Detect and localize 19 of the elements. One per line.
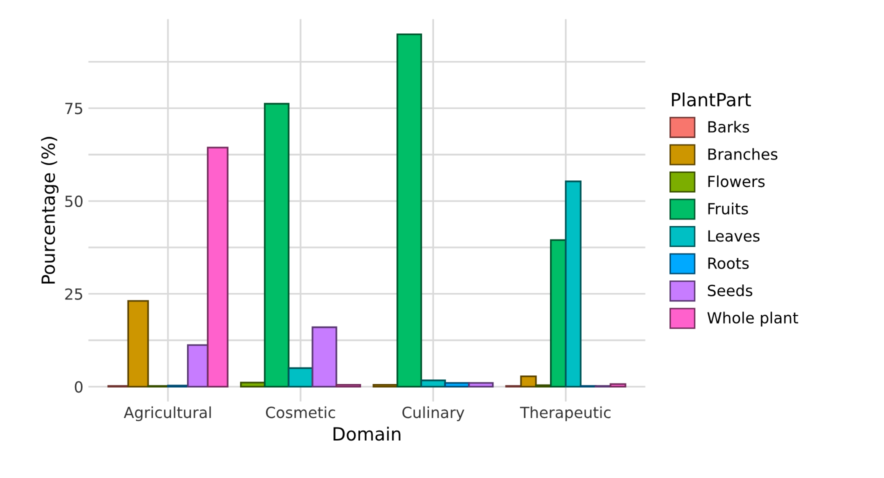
legend-title: PlantPart <box>672 92 751 106</box>
x-tick-label: Agricultural <box>124 406 211 422</box>
legend-label: Seeds <box>708 284 752 296</box>
y-tick-label: 50 <box>65 196 83 208</box>
legend-label: Leaves <box>708 230 760 242</box>
y-tick-label: 25 <box>65 288 82 300</box>
x-axis-title: Domain <box>334 426 400 441</box>
x-tick-label: Therapeutic <box>520 406 611 422</box>
legend-label: Whole plant <box>707 312 798 327</box>
legend-label: Fruits <box>708 202 748 214</box>
x-tick-label: Culinary <box>402 406 464 422</box>
x-tick-label: Cosmetic <box>266 406 336 418</box>
y-tick-label: 75 <box>65 102 82 114</box>
y-axis-title: Pourcentage (%) <box>41 136 59 284</box>
legend-label: Roots <box>708 258 749 270</box>
legend-label: Barks <box>708 120 750 133</box>
legend-label: Flowers <box>708 175 765 188</box>
legend-label: Branches <box>708 148 778 160</box>
y-tick-label: 0 <box>74 381 83 393</box>
